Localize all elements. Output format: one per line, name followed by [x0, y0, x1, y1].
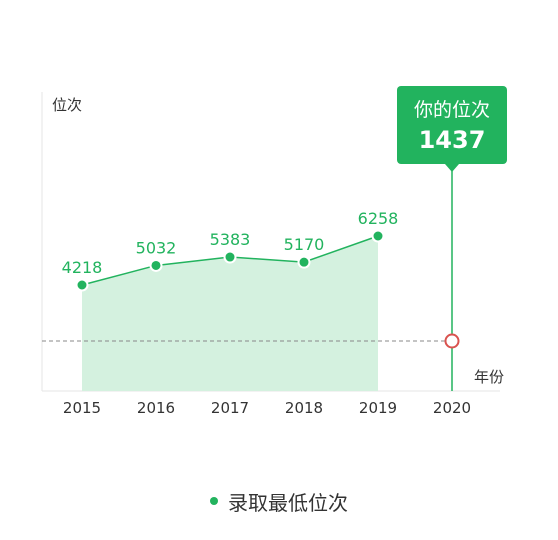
- legend-marker: [210, 497, 218, 505]
- x-tick-label: 2018: [285, 399, 323, 417]
- data-label: 5383: [210, 230, 251, 249]
- legend: 录取最低位次: [0, 486, 558, 516]
- x-axis-title: 年份: [474, 368, 504, 386]
- x-tick-label: 2017: [211, 399, 249, 417]
- series-area: [82, 236, 378, 391]
- data-point: [223, 250, 237, 264]
- callout-pointer: [445, 164, 459, 172]
- x-tick-label: 2016: [137, 399, 175, 417]
- data-label: 5170: [284, 235, 325, 254]
- y-axis-title: 位次: [52, 96, 82, 114]
- data-label: 6258: [358, 209, 399, 228]
- plot-area: 4218 5032 5383 5170 6258 你的位次 1437 2015 2016 2017…: [42, 86, 507, 417]
- x-tick-label: 2015: [63, 399, 101, 417]
- highlight-marker: [444, 333, 460, 349]
- x-tick-label: 2020: [433, 399, 471, 417]
- x-tick-label: 2019: [359, 399, 397, 417]
- data-point: [149, 258, 163, 272]
- callout-title: 你的位次: [414, 99, 490, 121]
- legend-label: 录取最低位次: [228, 490, 348, 515]
- data-label: 5032: [136, 238, 177, 257]
- data-point: [371, 229, 385, 243]
- callout-box: [397, 86, 507, 164]
- callout-value: 1437: [419, 126, 486, 154]
- data-label: 4218: [62, 258, 103, 277]
- data-point: [75, 278, 89, 292]
- data-point: [297, 255, 311, 269]
- line-chart: 位次 年份 4218 5032 5383 5170 6258 你的位次 1437 2015 20…: [41, 86, 507, 417]
